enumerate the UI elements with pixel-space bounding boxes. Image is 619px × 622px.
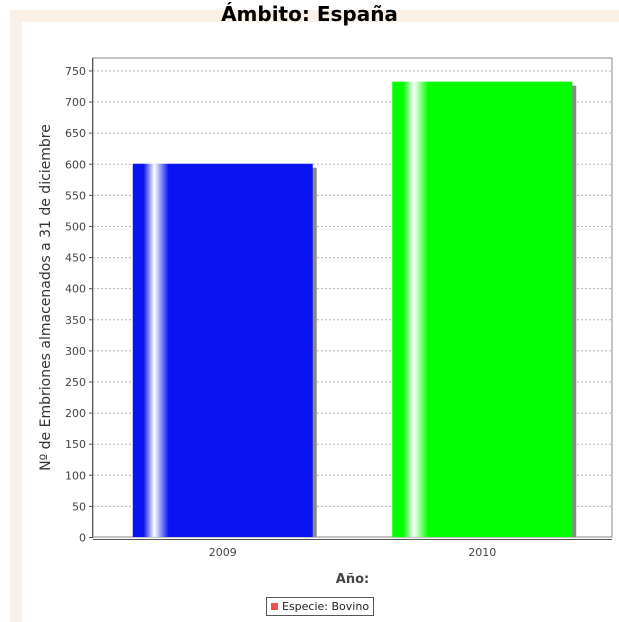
y-tick-label: 300	[65, 345, 86, 358]
y-tick-label: 50	[72, 500, 86, 513]
y-tick-label: 450	[65, 252, 86, 265]
y-tick-label: 150	[65, 438, 86, 451]
y-tick-label: 200	[65, 407, 86, 420]
y-tick-label: 700	[65, 96, 86, 109]
y-tick-label: 350	[65, 314, 86, 327]
y-axis-label: Nº de Embriones almacenados a 31 de dici…	[38, 124, 54, 471]
y-tick-label: 650	[65, 127, 86, 140]
legend-label: Especie: Bovino	[282, 600, 370, 613]
x-tick-label: 2010	[468, 546, 496, 559]
y-tick-label: 250	[65, 376, 86, 389]
x-tick-label: 2009	[209, 546, 237, 559]
frame-left-border	[10, 10, 22, 622]
y-tick-label: 400	[65, 283, 86, 296]
frame-top-border	[10, 10, 619, 22]
legend-swatch	[271, 603, 278, 610]
y-tick-label: 750	[65, 65, 86, 78]
bar-2010	[392, 81, 573, 537]
y-tick-label: 500	[65, 220, 86, 233]
legend: Especie: Bovino	[266, 597, 375, 616]
chart-title: Ámbito: España	[221, 2, 398, 26]
y-tick-label: 600	[65, 158, 86, 171]
bar-2009	[132, 163, 313, 538]
y-tick-label: 100	[65, 469, 86, 482]
y-tick-label: 0	[79, 532, 86, 545]
x-axis-label: Año:	[336, 572, 369, 587]
y-tick-label: 550	[65, 189, 86, 202]
